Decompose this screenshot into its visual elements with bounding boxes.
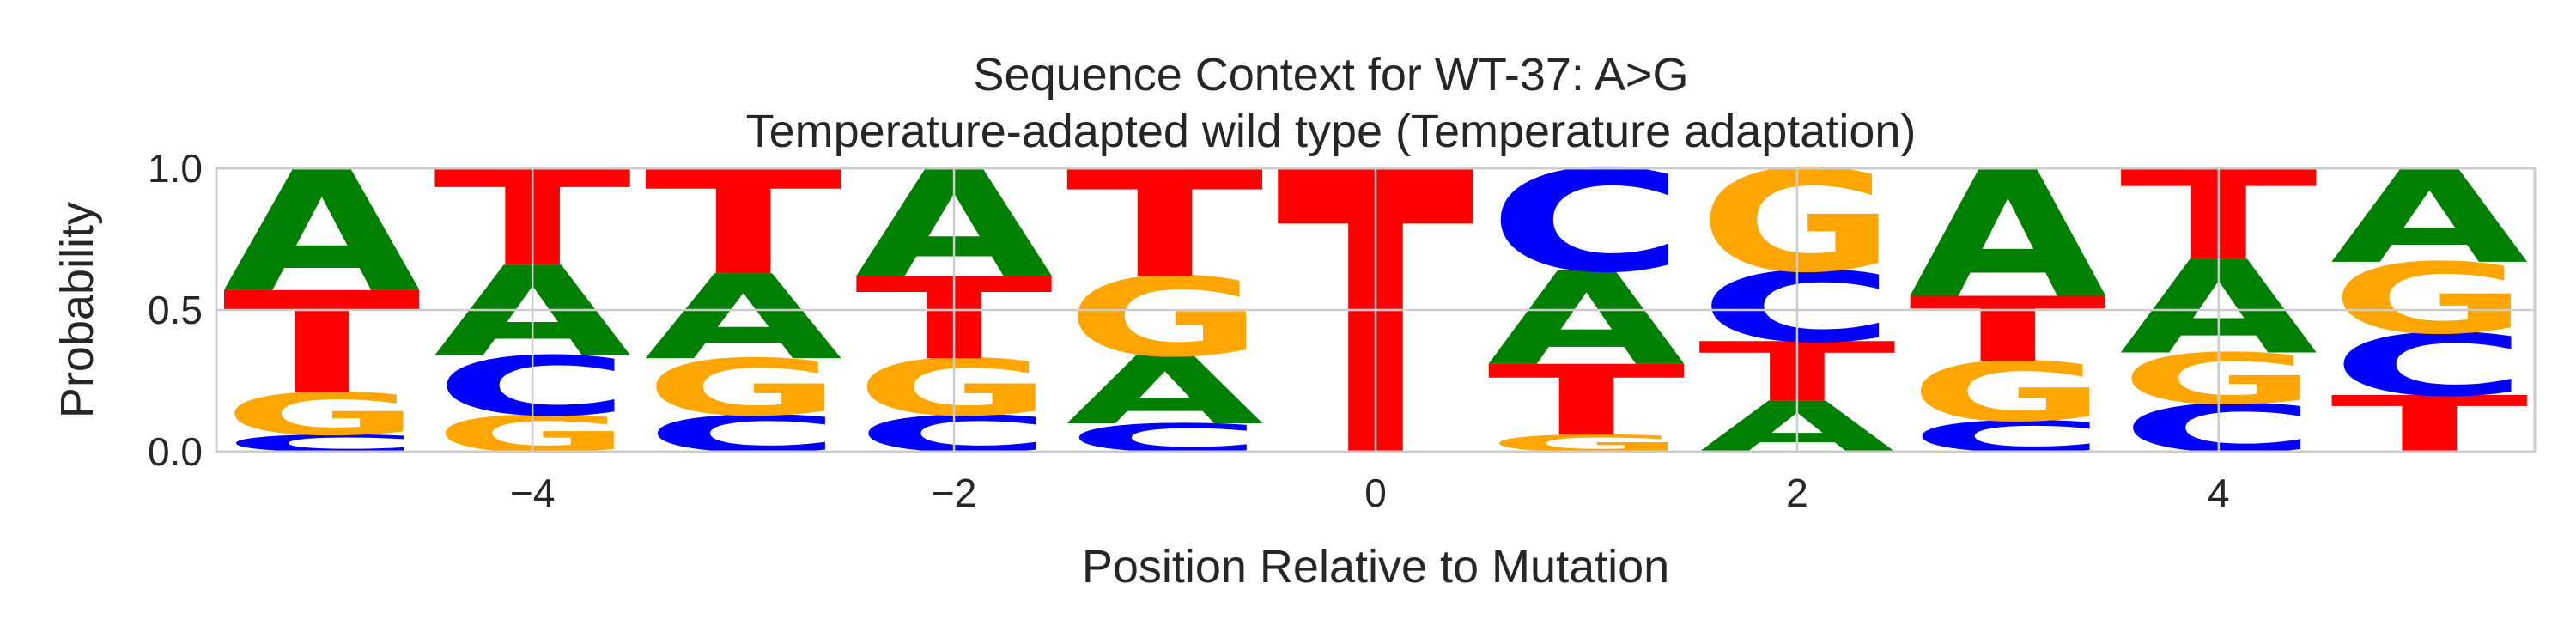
logo-letter-A-pos--5: A	[222, 136, 421, 331]
logo-letter-G-pos-3: G	[1909, 345, 2107, 440]
x-tick-label: −4	[510, 471, 555, 515]
logo-letter-C-pos--1: C	[1066, 416, 1264, 461]
y-axis-label: Probability	[52, 202, 103, 418]
logo-letter-A-pos-3: A	[1909, 134, 2107, 337]
x-tick-label: 4	[2208, 471, 2230, 515]
logo-letter-G-pos-5: G	[2330, 242, 2529, 355]
logo-letter-T-pos-5: T	[2330, 380, 2529, 470]
y-tick-label: 0.5	[148, 288, 203, 332]
tick-layer: −4 −2 0 2 4 0.0 0.5 1.0	[148, 146, 2230, 515]
logo-letter-G-pos--3: G	[644, 343, 842, 433]
logo-letter-G-pos--5: G	[222, 380, 421, 448]
logo-letter-C-pos-5: C	[2330, 316, 2529, 416]
x-tick-label: 2	[1786, 471, 1808, 515]
x-tick-label: 0	[1364, 471, 1387, 515]
logo-letter-T-pos--3: T	[644, 139, 844, 307]
chart-title: Sequence Context for WT-37: A>G	[973, 49, 1689, 100]
y-tick-label: 1.0	[148, 146, 203, 191]
logo-letter-A-pos-5: A	[2330, 143, 2529, 292]
logo-letter-T-pos-1: T	[1487, 345, 1686, 458]
logo-letter-A-pos--3: A	[644, 250, 842, 386]
logo-letter-T-pos-3: T	[1909, 278, 2107, 382]
chart-subtitle: Temperature-adapted wild type (Temperatu…	[745, 106, 1917, 157]
logo-letter-T-pos--1: T	[1066, 139, 1266, 311]
x-tick-label: −2	[932, 471, 976, 515]
logo-letter-G-pos--1: G	[1066, 255, 1264, 381]
logo-letter-T-pos--5: T	[222, 263, 422, 426]
y-tick-label: 0.0	[148, 429, 203, 474]
logo-letter-A-pos-1: A	[1487, 245, 1686, 394]
plot-frame	[215, 167, 2537, 453]
x-axis-label: Position Relative to Mutation	[1082, 541, 1669, 592]
logo-letter-C-pos-1: C	[1487, 141, 1686, 303]
logo-letter-C-pos-3: C	[1909, 412, 2107, 462]
logo-letter-A-pos--1: A	[1066, 337, 1264, 445]
logo-letter-C-pos--3: C	[644, 405, 842, 464]
